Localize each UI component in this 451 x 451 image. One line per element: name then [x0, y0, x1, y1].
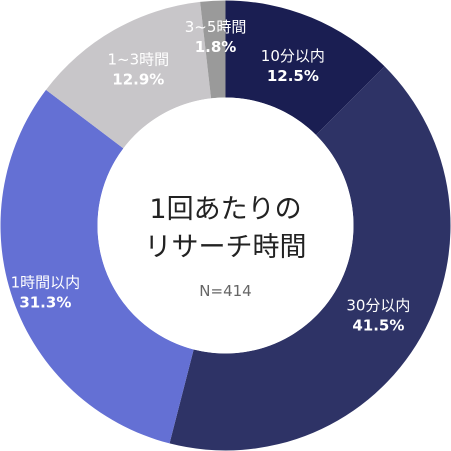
- chart-title-line-2: リサーチ時間: [145, 232, 307, 263]
- slice-4-label: 1~3時間: [107, 51, 169, 69]
- slice-3-label: 1時間以内: [11, 274, 81, 292]
- slice-2-label: 30分以内: [346, 297, 410, 315]
- slice-4: [45, 1, 212, 149]
- slice-2-value: 41.5%: [352, 317, 404, 335]
- slice-2: [169, 66, 451, 451]
- chart-title-line-1: 1回あたりの: [149, 194, 301, 225]
- slice-3-value: 31.3%: [19, 294, 71, 312]
- slice-5-label: 3~5時間: [185, 18, 247, 36]
- slice-3: [0, 89, 194, 444]
- slice-1: [225, 0, 385, 135]
- sample-size-note: N=414: [199, 282, 251, 300]
- slice-1-label: 10分以内: [261, 47, 325, 65]
- donut-hole: [97, 97, 354, 354]
- slice-1-value: 12.5%: [267, 67, 319, 85]
- slice-5: [200, 0, 226, 99]
- slice-5-value: 1.8%: [195, 38, 237, 56]
- labels-group: 10分以内 12.5% 30分以内 41.5% 1時間以内 31.3% 1~3時間 12.9%…: [11, 18, 411, 335]
- slice-4-value: 12.9%: [112, 71, 164, 89]
